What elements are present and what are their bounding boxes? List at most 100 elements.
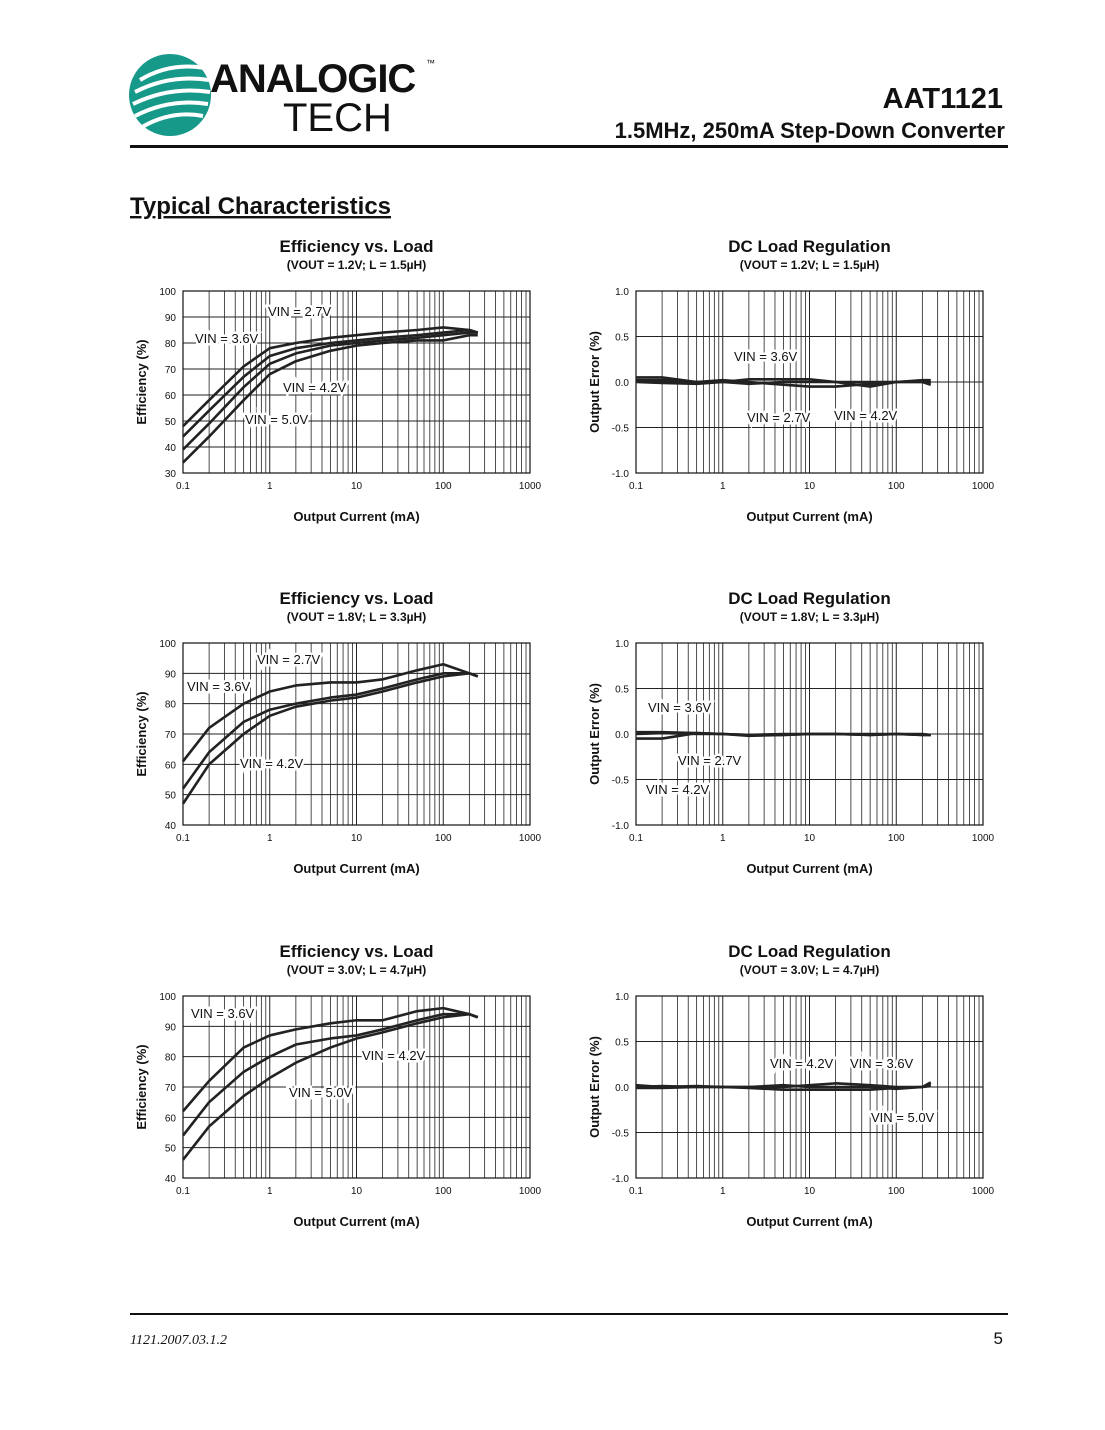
y-tick-label: -1.0: [612, 1174, 630, 1185]
x-tick-label: 100: [888, 481, 905, 492]
y-tick-label: -0.5: [612, 424, 630, 435]
y-tick-label: 50: [165, 1144, 177, 1155]
chart-title: DC Load Regulation: [728, 589, 890, 608]
series-line: [181, 662, 479, 763]
y-tick-label: 100: [159, 639, 176, 650]
chart-subtitle: (VOUT = 3.0V; L = 4.7µH): [287, 963, 426, 977]
x-tick-label: 1000: [519, 833, 542, 844]
y-tick-label: -1.0: [612, 469, 630, 480]
series-label: VIN = 5.0V: [245, 412, 309, 427]
footer-rule: [130, 1313, 1008, 1315]
series-label: VIN = 4.2V: [362, 1048, 426, 1063]
chart-subtitle: (VOUT = 3.0V; L = 4.7µH): [740, 963, 879, 977]
y-tick-label: 0.5: [615, 1038, 629, 1049]
series-label: VIN = 3.6V: [195, 331, 259, 346]
x-tick-label: 0.1: [629, 481, 643, 492]
x-axis-label: Output Current (mA): [293, 509, 419, 524]
y-axis-label: Efficiency (%): [134, 691, 149, 776]
y-axis-label: Output Error (%): [587, 683, 602, 785]
x-tick-label: 0.1: [176, 481, 190, 492]
chart: Efficiency vs. Load (VOUT = 3.0V; L = 4.7…: [134, 942, 542, 1229]
x-tick-label: 100: [435, 833, 452, 844]
x-tick-label: 1000: [972, 481, 995, 492]
part-number: AAT1121: [883, 83, 1003, 115]
y-tick-label: 90: [165, 313, 177, 324]
x-tick-label: 0.1: [629, 833, 643, 844]
chart: DC Load Regulation (VOUT = 1.8V; L = 3.3µ…: [587, 589, 995, 876]
x-tick-label: 1000: [972, 833, 995, 844]
page-number: 5: [994, 1329, 1003, 1348]
chart-title: DC Load Regulation: [728, 942, 890, 961]
y-axis-label: Output Error (%): [587, 1036, 602, 1138]
y-tick-label: 1.0: [615, 287, 629, 298]
x-tick-label: 10: [804, 1186, 816, 1197]
series-label: VIN = 4.2V: [834, 408, 898, 423]
y-tick-label: -0.5: [612, 776, 630, 787]
x-axis-label: Output Current (mA): [746, 861, 872, 876]
header-rule: [130, 145, 1008, 148]
x-axis-label: Output Current (mA): [746, 509, 872, 524]
chart-title: Efficiency vs. Load: [280, 237, 434, 256]
plot-frame: [182, 642, 531, 826]
series-line: [636, 731, 931, 740]
y-tick-label: 40: [165, 443, 177, 454]
series-label: VIN = 3.6V: [187, 679, 251, 694]
x-tick-label: 1: [720, 1186, 726, 1197]
y-tick-label: -1.0: [612, 821, 630, 832]
x-tick-label: 0.1: [176, 1186, 190, 1197]
series-label: VIN = 2.7V: [747, 410, 811, 425]
series-line: [181, 1012, 479, 1161]
series-label: VIN = 2.7V: [268, 304, 332, 319]
x-tick-label: 1: [720, 481, 726, 492]
series-label: VIN = 3.6V: [850, 1056, 914, 1071]
series-label: VIN = 3.6V: [734, 349, 798, 364]
x-tick-label: 10: [351, 481, 363, 492]
y-tick-label: 70: [165, 365, 177, 376]
x-tick-label: 100: [435, 1186, 452, 1197]
series-label: VIN = 4.2V: [240, 756, 304, 771]
y-tick-label: 60: [165, 760, 177, 771]
series-label: VIN = 5.0V: [289, 1085, 353, 1100]
logo: ANALOGIC ™ TECH: [129, 54, 435, 140]
y-axis-label: Efficiency (%): [134, 339, 149, 424]
x-axis-label: Output Current (mA): [293, 1214, 419, 1229]
series-label: VIN = 3.6V: [191, 1006, 255, 1021]
x-tick-label: 10: [804, 481, 816, 492]
y-tick-label: 40: [165, 1174, 177, 1185]
y-tick-label: 100: [159, 992, 176, 1003]
x-tick-label: 1: [267, 833, 273, 844]
logo-bottom: TECH: [283, 96, 392, 140]
x-tick-label: 100: [435, 481, 452, 492]
y-tick-label: 0.5: [615, 685, 629, 696]
chart-subtitle: (VOUT = 1.8V; L = 3.3µH): [287, 610, 426, 624]
plot-frame: [182, 290, 531, 474]
x-tick-label: 1: [267, 1186, 273, 1197]
chart-subtitle: (VOUT = 1.8V; L = 3.3µH): [740, 610, 879, 624]
x-tick-label: 1000: [519, 481, 542, 492]
logo-stripes: [132, 64, 211, 129]
y-tick-label: 80: [165, 700, 177, 711]
y-tick-label: 60: [165, 391, 177, 402]
series-label: VIN = 4.2V: [770, 1056, 834, 1071]
series-label: VIN = 2.7V: [257, 652, 321, 667]
y-tick-label: 30: [165, 469, 177, 480]
x-tick-label: 0.1: [176, 833, 190, 844]
series-label: VIN = 5.0V: [871, 1110, 935, 1125]
y-tick-label: 1.0: [615, 992, 629, 1003]
series-label: VIN = 4.2V: [283, 380, 347, 395]
page-subtitle: 1.5MHz, 250mA Step-Down Converter: [615, 118, 1006, 143]
series-line: [182, 328, 479, 438]
chart-subtitle: (VOUT = 1.2V; L = 1.5µH): [740, 258, 879, 272]
chart: DC Load Regulation (VOUT = 1.2V; L = 1.5µ…: [587, 237, 995, 524]
y-tick-label: 70: [165, 730, 177, 741]
chart: DC Load Regulation (VOUT = 3.0V; L = 4.7µ…: [587, 942, 995, 1229]
section-title: Typical Characteristics: [130, 193, 391, 220]
y-tick-label: 80: [165, 1053, 177, 1064]
x-tick-label: 0.1: [629, 1186, 643, 1197]
series-line: [636, 1084, 931, 1092]
y-tick-label: -0.5: [612, 1129, 630, 1140]
series-line: [182, 326, 479, 428]
y-tick-label: 90: [165, 1022, 177, 1033]
y-tick-label: 0.0: [615, 378, 629, 389]
